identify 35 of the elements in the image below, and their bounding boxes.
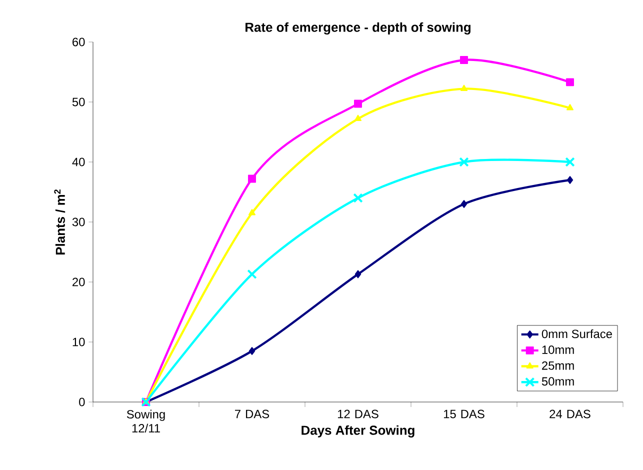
point: [248, 347, 256, 355]
x-tick-label: 12 DAS: [338, 410, 378, 418]
y-tick-label: 30: [72, 218, 85, 226]
chart-title: Rate of emergence - depth of sowing: [246, 22, 470, 35]
x-axis-title: Days After Sowing: [302, 425, 414, 438]
x-tick-label: 24 DAS: [550, 410, 590, 418]
point: [566, 176, 574, 184]
x-tick-label: Sowing 12/11: [126, 410, 165, 432]
x-tick-label: 15 DAS: [444, 410, 484, 418]
point: [460, 56, 468, 64]
point: [460, 200, 468, 208]
y-tick-label: 50: [72, 98, 85, 106]
y-axis-title: Plants / m$^{2}$: [54, 190, 66, 254]
point: [353, 193, 363, 203]
point: [354, 114, 362, 122]
point: [248, 209, 256, 216]
point: [459, 157, 469, 167]
point: [565, 157, 575, 167]
point: [566, 78, 574, 86]
point: [566, 104, 574, 110]
legend-label: 25mm: [542, 361, 574, 370]
y-tick-label: 60: [72, 38, 85, 46]
point: [354, 270, 362, 278]
y-tick-label: 0: [79, 398, 85, 406]
x-tick-label: 7 DAS: [235, 410, 270, 418]
y-tick-label: 10: [72, 338, 85, 346]
point: [247, 270, 257, 279]
point: [354, 100, 362, 108]
y-tick-label: 20: [72, 278, 85, 286]
legend-label: 0mm Surface: [542, 329, 612, 338]
y-tick-label: 40: [72, 158, 85, 166]
legend-label: 10mm: [542, 346, 574, 354]
point: [460, 84, 468, 92]
point: [248, 174, 256, 183]
legend-label: 50mm: [542, 377, 574, 386]
